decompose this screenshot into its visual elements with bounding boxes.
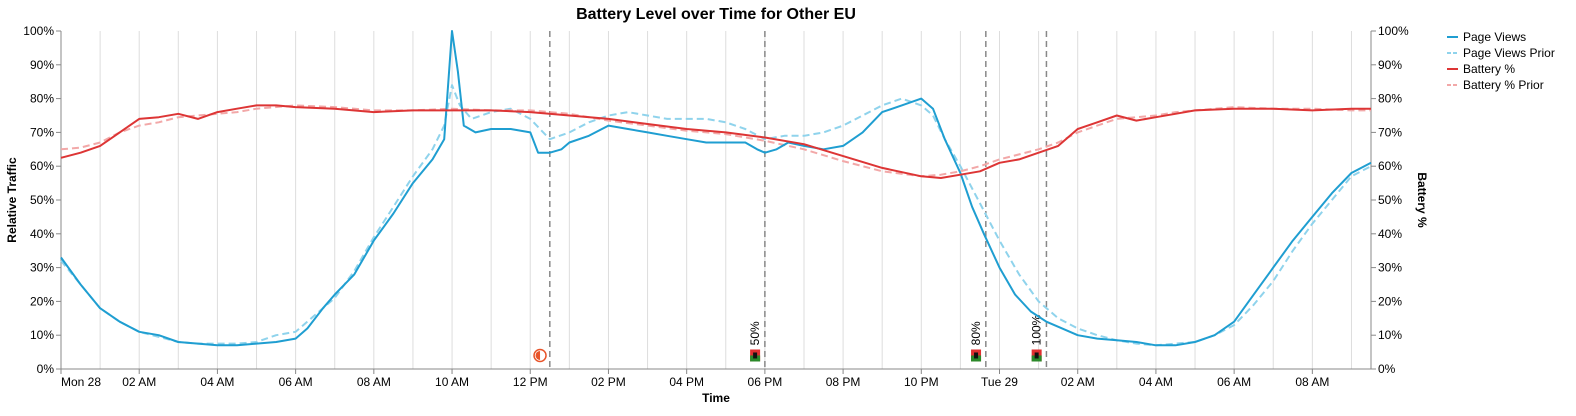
legend-label: Page Views Prior	[1463, 46, 1555, 60]
y-left-tick-label: 20%	[30, 294, 54, 308]
x-tick-label: 04 AM	[200, 375, 234, 389]
x-tick-label: 10 PM	[904, 375, 939, 389]
y-left-tick-label: 60%	[30, 159, 54, 173]
event-marker-label: 100%	[1030, 314, 1044, 345]
x-tick-label: 10 AM	[435, 375, 469, 389]
y-right-tick-label: 90%	[1378, 58, 1402, 72]
legend-label: Battery %	[1463, 62, 1515, 76]
legend-label: Page Views	[1463, 30, 1526, 44]
x-tick-label: 02 PM	[591, 375, 626, 389]
y-left-tick-label: 70%	[30, 125, 54, 139]
legend-label: Battery % Prior	[1463, 78, 1544, 92]
battery-icon-core	[974, 352, 979, 359]
y-right-tick-label: 10%	[1378, 328, 1402, 342]
battery-icon-core	[753, 352, 758, 359]
y-axis-right-ticks: 0% 10% 20% 30% 40% 50% 60% 70% 80% 90% 100%	[1371, 24, 1409, 376]
x-tick-label: 12 PM	[513, 375, 548, 389]
x-tick-label: 06 AM	[279, 375, 313, 389]
y-right-tick-label: 30%	[1378, 261, 1402, 275]
x-tick-label: 02 AM	[1061, 375, 1095, 389]
y-right-tick-label: 60%	[1378, 159, 1402, 173]
x-tick-label: 08 AM	[1295, 375, 1329, 389]
y-right-tick-label: 20%	[1378, 294, 1402, 308]
y-left-tick-label: 30%	[30, 261, 54, 275]
y-right-tick-label: 70%	[1378, 125, 1402, 139]
x-axis-ticks: Mon 28 02 AM 04 AM 06 AM 08 AM 10 AM 12 PM 02 P…	[60, 369, 1329, 389]
y-right-tick-label: 0%	[1378, 362, 1396, 376]
event-markers: 50% 80% 100%	[533, 31, 1048, 369]
y-right-tick-label: 100%	[1378, 24, 1409, 38]
axes	[60, 31, 1372, 370]
y-axis-left-title: Relative Traffic	[5, 157, 19, 243]
y-right-tick-label: 40%	[1378, 227, 1402, 241]
battery-icon-core	[1034, 352, 1039, 359]
series-line-page-views	[60, 30, 1372, 347]
half-circle-icon	[533, 348, 547, 363]
x-tick-label: 08 AM	[357, 375, 391, 389]
half-circle-icon-fill	[535, 350, 541, 360]
grid-lines	[60, 31, 1352, 369]
series-line-page-views-prior	[60, 84, 1372, 347]
series-line-battery-prior	[60, 104, 1371, 178]
battery-icon	[971, 349, 982, 362]
series-lines	[60, 30, 1372, 347]
event-marker-label: 80%	[969, 321, 983, 345]
x-axis-title: Time	[702, 391, 730, 405]
y-left-tick-label: 100%	[23, 24, 54, 38]
x-tick-label: 04 PM	[669, 375, 704, 389]
y-left-tick-label: 40%	[30, 227, 54, 241]
x-tick-label: 02 AM	[122, 375, 156, 389]
y-right-tick-label: 80%	[1378, 92, 1402, 106]
y-left-tick-label: 10%	[30, 328, 54, 342]
y-left-tick-label: 50%	[30, 193, 54, 207]
x-tick-label: 08 PM	[826, 375, 861, 389]
y-right-tick-label: 50%	[1378, 193, 1402, 207]
y-axis-right-title: Battery %	[1415, 172, 1429, 228]
x-tick-label: Tue 29	[981, 375, 1018, 389]
legend: Page Views Page Views Prior Battery % Batte…	[1447, 30, 1555, 92]
battery-icon	[750, 349, 761, 362]
y-left-tick-label: 90%	[30, 58, 54, 72]
y-left-tick-label: 0%	[37, 362, 55, 376]
y-axis-left-ticks: 0% 10% 20% 30% 40% 50% 60% 70% 80% 90% 100%	[23, 24, 61, 376]
battery-icon	[1031, 349, 1042, 362]
x-tick-label: 06 AM	[1217, 375, 1251, 389]
series-line-battery	[60, 104, 1371, 179]
y-left-tick-label: 80%	[30, 92, 54, 106]
x-tick-label: 06 PM	[748, 375, 783, 389]
x-tick-label: 04 AM	[1139, 375, 1173, 389]
chart-title: Battery Level over Time for Other EU	[576, 6, 856, 23]
event-marker-label: 50%	[748, 321, 762, 345]
x-tick-label: Mon 28	[61, 375, 101, 389]
